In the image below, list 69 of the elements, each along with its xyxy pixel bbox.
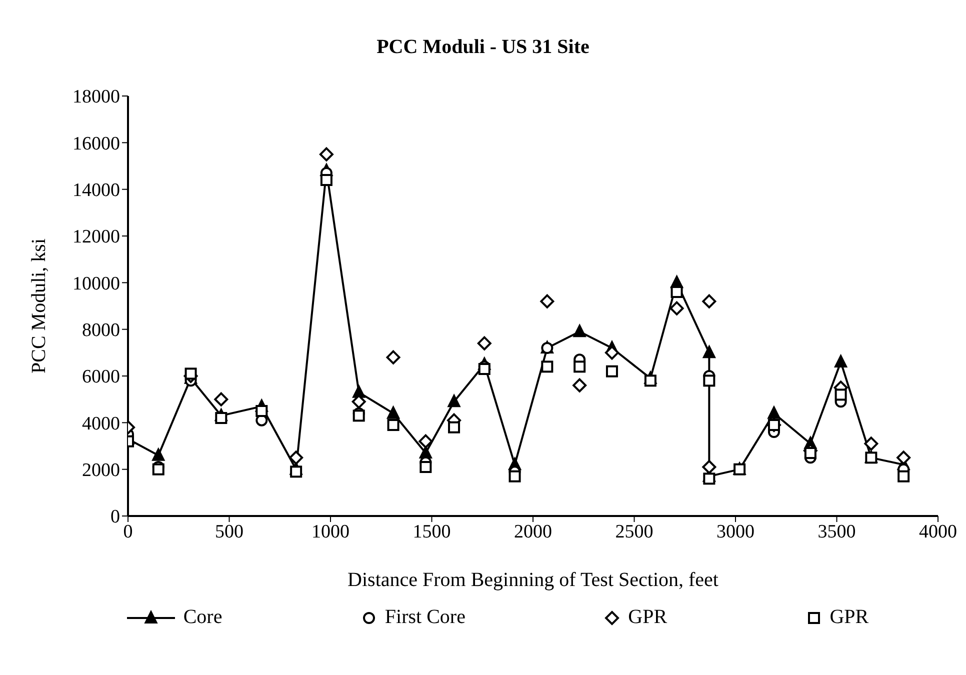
point <box>478 363 490 375</box>
point <box>574 360 586 373</box>
x-tick-label: 0 <box>123 521 133 542</box>
point <box>541 360 554 373</box>
legend-label: GPR <box>830 606 869 629</box>
point <box>448 421 460 434</box>
point <box>320 174 332 186</box>
point <box>572 378 587 392</box>
point <box>702 345 716 358</box>
point <box>386 350 400 364</box>
point <box>448 394 461 408</box>
point <box>319 147 334 162</box>
point <box>386 406 400 419</box>
y-tick-label: 0 <box>110 506 120 528</box>
y-tick-label: 12000 <box>72 226 120 248</box>
point <box>215 412 228 424</box>
point <box>508 470 521 482</box>
point <box>644 374 656 387</box>
legend-label: GPR <box>628 606 668 629</box>
point <box>352 410 365 422</box>
point <box>541 342 554 354</box>
point <box>540 294 554 308</box>
x-tick-label: 3500 <box>818 521 856 542</box>
point <box>152 463 164 476</box>
point <box>214 392 228 406</box>
point <box>703 472 716 485</box>
y-tick-label: 2000 <box>82 460 120 482</box>
point <box>864 436 878 451</box>
point <box>702 294 716 308</box>
y-tick-label: 4000 <box>82 413 120 434</box>
point <box>184 368 197 380</box>
x-tick-label: 2500 <box>615 521 654 542</box>
x-axis-title: Distance From Beginning of Test Section, feet <box>348 569 719 591</box>
x-tick-label: 1500 <box>412 521 451 542</box>
point <box>256 405 268 417</box>
point <box>702 460 716 474</box>
point <box>767 406 780 419</box>
y-tick-label: 18000 <box>72 86 120 108</box>
point <box>834 354 848 368</box>
point <box>152 448 165 461</box>
chart-title: PCC Moduli - US 31 Site <box>376 35 590 60</box>
point <box>418 434 433 448</box>
legend-label: First Core <box>384 606 466 629</box>
y-tick-label: 16000 <box>72 133 120 154</box>
y-tick-label: 14000 <box>72 180 120 202</box>
x-tick-label: 1000 <box>312 521 350 542</box>
point <box>290 466 302 478</box>
point <box>898 470 910 482</box>
point <box>768 419 780 431</box>
point <box>477 336 492 350</box>
x-tick-label: 4000 <box>919 521 957 542</box>
y-tick-label: 8000 <box>82 320 120 342</box>
point <box>606 365 618 378</box>
point <box>387 419 400 431</box>
x-tick-label: 500 <box>215 521 244 542</box>
x-tick-label: 3000 <box>716 521 754 542</box>
legend-label: Core <box>183 606 222 629</box>
point <box>289 450 304 465</box>
point <box>703 374 716 387</box>
point <box>420 461 432 473</box>
point <box>670 286 683 298</box>
y-axis-title: PCC Moduli, ksi <box>28 238 50 374</box>
x-tick-label: 2000 <box>514 521 552 542</box>
point <box>573 324 586 338</box>
y-tick-label: 6000 <box>82 366 120 388</box>
y-tick-label: 10000 <box>72 273 120 294</box>
point <box>670 301 684 316</box>
point <box>804 447 816 459</box>
point <box>834 388 847 401</box>
